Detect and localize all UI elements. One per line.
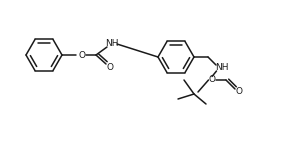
Text: NH: NH [105,39,119,48]
Text: O: O [107,62,113,71]
Text: O: O [235,87,243,97]
Text: O: O [79,50,85,59]
Text: NH: NH [215,64,229,72]
Text: O: O [209,76,216,85]
